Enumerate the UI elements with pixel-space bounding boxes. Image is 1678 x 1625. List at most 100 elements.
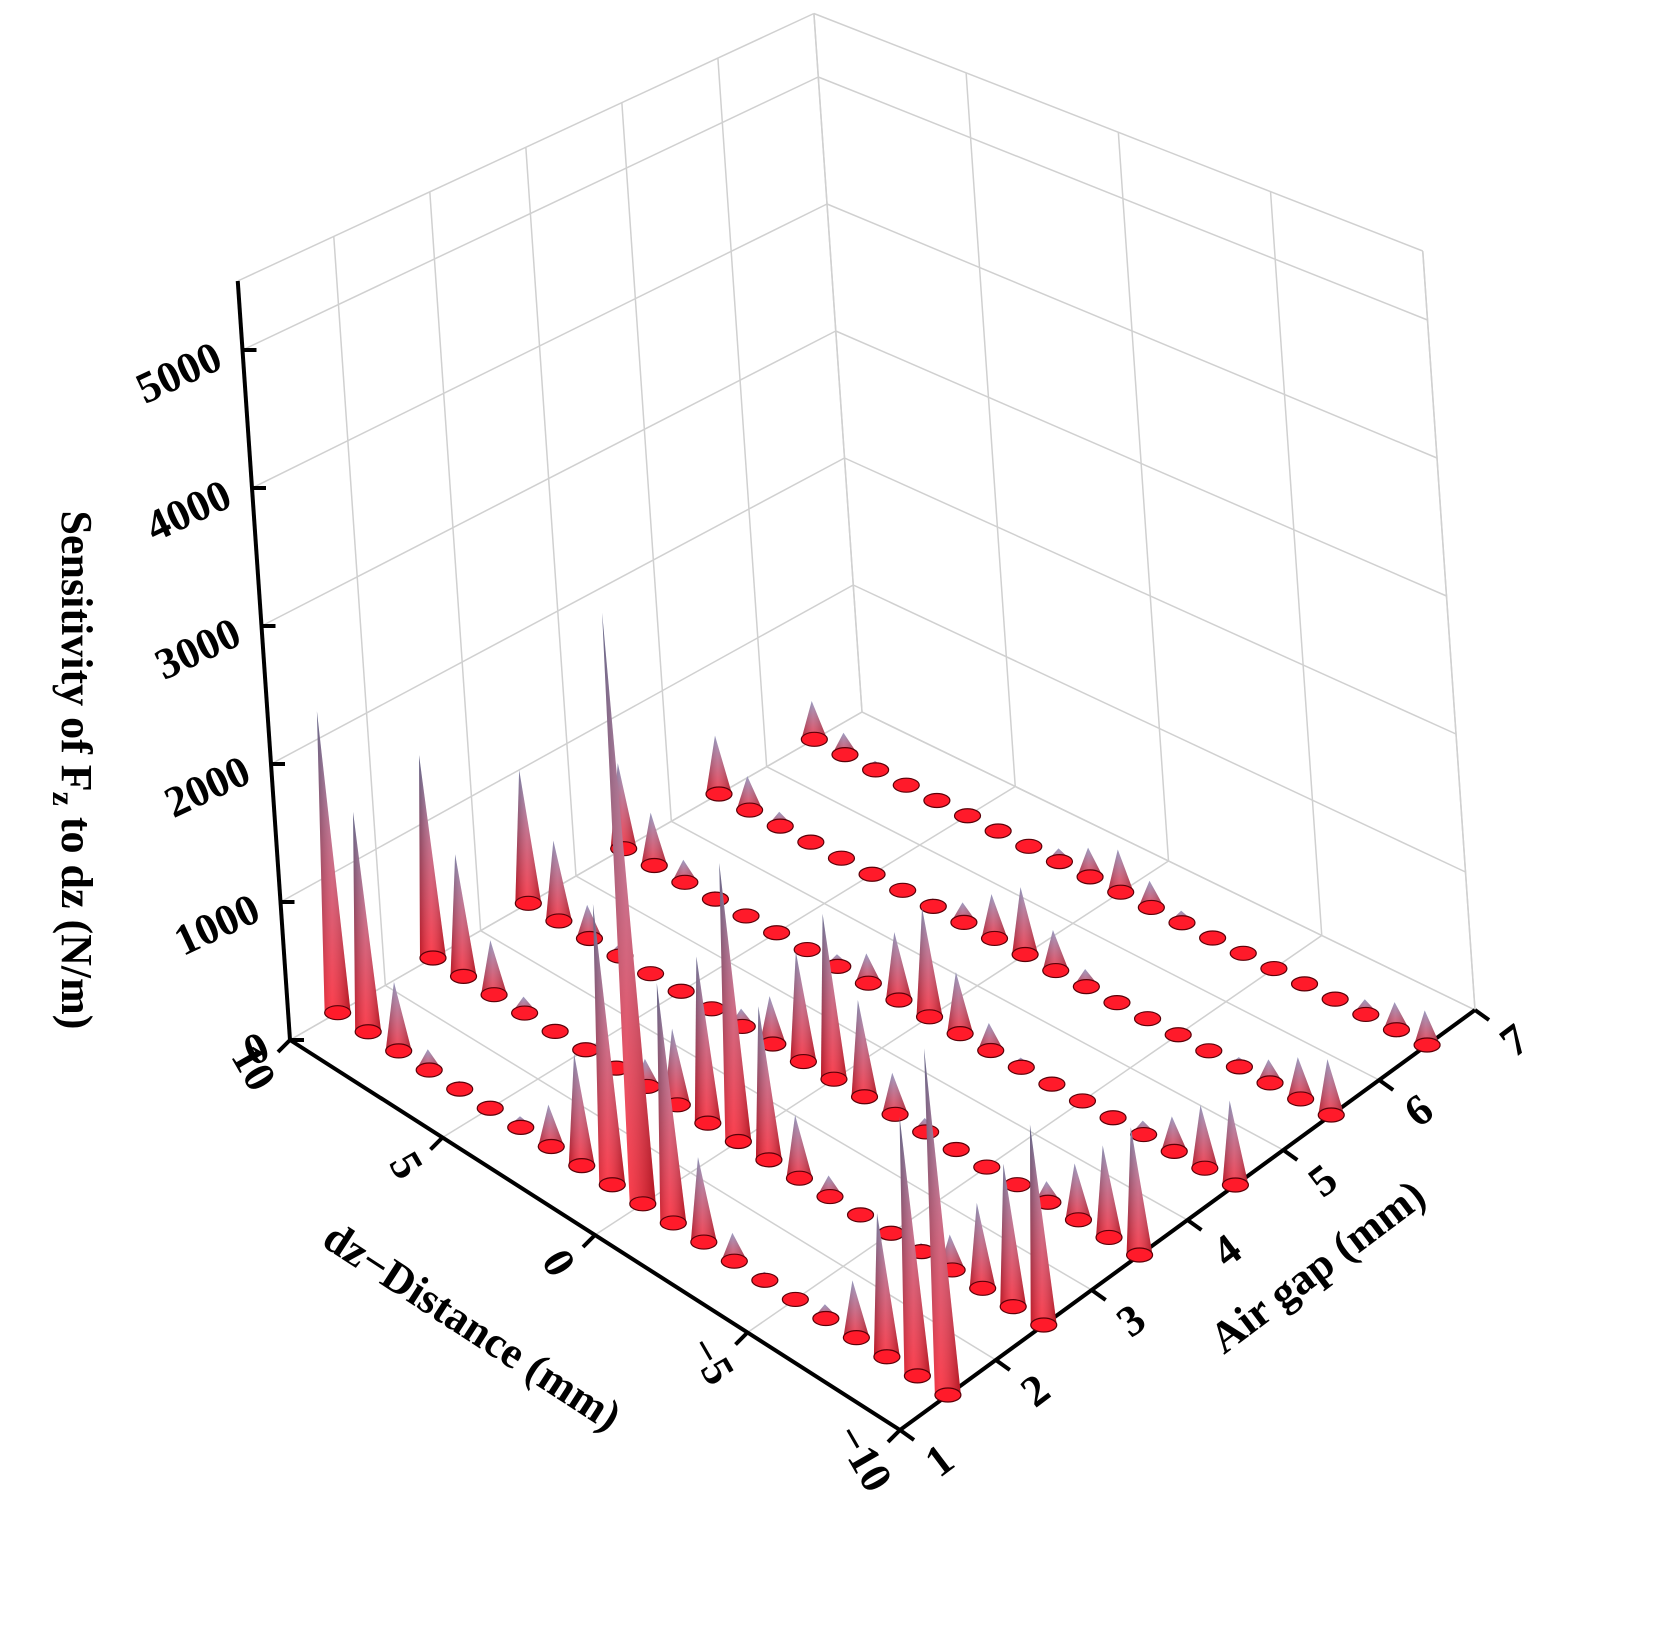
cone-base (705, 786, 733, 802)
cone-base (1007, 1059, 1035, 1075)
cone-base (785, 1170, 814, 1186)
cone-base (977, 1042, 1005, 1059)
cone-shade (873, 1213, 900, 1364)
cone (698, 1001, 726, 1017)
cone (1164, 1027, 1192, 1043)
cone-base (385, 1043, 413, 1059)
cone (924, 1048, 962, 1403)
cone (923, 792, 951, 809)
cone (785, 1115, 814, 1186)
cone-shade (385, 981, 412, 1058)
cone (701, 891, 730, 907)
grid-line (289, 711, 863, 1041)
cone-base (1107, 884, 1135, 900)
cone-base (1072, 978, 1100, 995)
cone (973, 1159, 1001, 1175)
cone-shade (924, 1048, 961, 1402)
cone-base (1225, 1059, 1254, 1075)
cone (1413, 1010, 1441, 1053)
cone-base (950, 914, 978, 931)
cone (1229, 945, 1257, 961)
cone (1317, 1059, 1345, 1123)
cone-shade (450, 854, 477, 984)
cone-base (1290, 976, 1319, 992)
cone-base (873, 1349, 901, 1365)
cone-shade (719, 863, 752, 1149)
cone-base (1130, 1126, 1158, 1143)
cone (667, 983, 695, 999)
cone (912, 1118, 940, 1140)
cone-base (1095, 1229, 1123, 1246)
cone-base (1199, 930, 1227, 946)
cone (946, 972, 974, 1042)
cone (751, 1271, 779, 1288)
grid-line (594, 860, 1169, 1236)
cone (1137, 880, 1165, 916)
cone-base (953, 808, 982, 824)
cone (789, 951, 817, 1070)
cone (1221, 1100, 1250, 1193)
cone-base (1256, 1075, 1284, 1091)
cone-base (1045, 853, 1074, 870)
cone (736, 776, 764, 818)
cone-shade (545, 840, 572, 928)
cone-base (1382, 1022, 1411, 1038)
cone-base (1015, 838, 1043, 854)
grid-line (621, 102, 673, 822)
cone (572, 1042, 600, 1058)
cone-base (858, 866, 886, 882)
cone (316, 711, 352, 1021)
cone-base (575, 930, 604, 947)
cone-base (324, 1005, 352, 1021)
cone-shade (969, 1202, 996, 1296)
cone (1195, 1043, 1223, 1059)
cone-base (912, 1124, 940, 1140)
cone-base (1191, 1160, 1219, 1176)
cone (854, 953, 882, 991)
y-tick (1090, 1288, 1107, 1302)
cone-shade (515, 769, 542, 911)
cone-base (732, 908, 760, 924)
cone (720, 1232, 748, 1269)
cone (953, 808, 982, 824)
cone-base (1195, 1043, 1223, 1059)
cone (419, 755, 447, 966)
cone-base (419, 950, 447, 966)
cone-base (724, 1133, 752, 1150)
y-tick (1473, 1008, 1491, 1022)
cone (1260, 960, 1288, 977)
cone (984, 823, 1012, 839)
cone (385, 981, 413, 1059)
cone-base (999, 1299, 1027, 1315)
cone-base (545, 913, 573, 929)
z-label-part: Sensitivity of F (52, 511, 101, 792)
cone (541, 1023, 569, 1040)
cone-base (701, 891, 730, 907)
grid-line (525, 147, 577, 877)
z-label-sub: z (46, 792, 82, 806)
cone-base (507, 1119, 535, 1135)
cone (1287, 1057, 1315, 1107)
cone-base (1125, 1247, 1154, 1263)
cone-base (1064, 1212, 1093, 1228)
cone-shade (1029, 1124, 1057, 1332)
cone (537, 1104, 565, 1155)
cone-shade (1222, 1100, 1249, 1192)
z-tick-label: 3000 (148, 608, 248, 690)
cone (568, 1053, 596, 1174)
cone (1191, 1104, 1219, 1176)
cone-base (781, 1291, 809, 1308)
cone-base (1287, 1091, 1315, 1107)
cone-base (751, 1272, 779, 1288)
cone (1099, 1110, 1127, 1126)
cone-shade (1191, 1104, 1218, 1176)
cone (873, 1213, 901, 1365)
z-tick-label: 4000 (138, 470, 238, 552)
cone (1003, 1177, 1031, 1193)
cone-base (789, 1053, 817, 1070)
cone-base (1168, 915, 1196, 931)
grid-line (1422, 250, 1476, 1011)
cone-shade (885, 932, 912, 1008)
cone-base (923, 792, 951, 809)
cone-base (537, 1138, 565, 1155)
